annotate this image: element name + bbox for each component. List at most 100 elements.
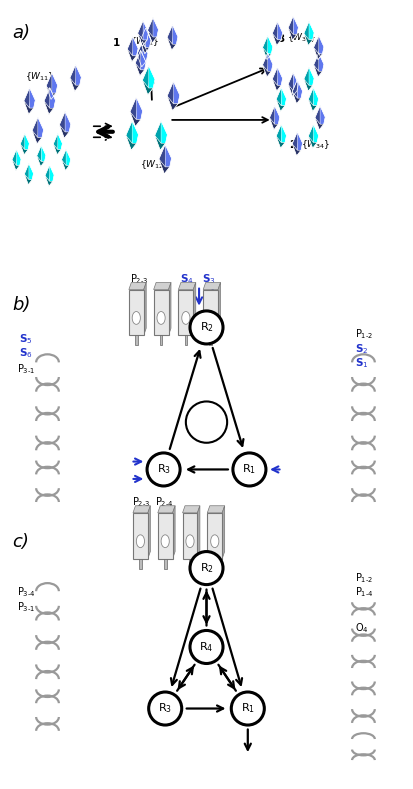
Polygon shape	[275, 106, 280, 124]
Text: P$_{2\text{-}4}$: P$_{2\text{-}4}$	[155, 495, 173, 509]
Polygon shape	[132, 121, 138, 144]
Polygon shape	[25, 133, 29, 150]
Text: R$_4$: R$_4$	[199, 640, 214, 654]
Polygon shape	[167, 81, 174, 104]
Polygon shape	[41, 145, 46, 162]
Polygon shape	[45, 176, 53, 186]
Text: a): a)	[12, 24, 31, 42]
Polygon shape	[276, 124, 282, 143]
Polygon shape	[141, 50, 146, 70]
Polygon shape	[46, 73, 53, 93]
Polygon shape	[59, 111, 66, 132]
Polygon shape	[288, 73, 294, 91]
Polygon shape	[268, 53, 273, 71]
Bar	[189, 559, 191, 569]
Polygon shape	[308, 99, 317, 111]
Polygon shape	[320, 106, 325, 124]
Polygon shape	[70, 65, 76, 85]
Ellipse shape	[186, 535, 194, 548]
Text: S$_2$: S$_2$	[355, 342, 368, 356]
Text: $\mathbf{3}$: $\mathbf{3}$	[277, 32, 285, 43]
Polygon shape	[135, 63, 145, 76]
Polygon shape	[272, 21, 278, 39]
Polygon shape	[24, 88, 31, 108]
Polygon shape	[147, 30, 157, 43]
Polygon shape	[45, 165, 50, 181]
Bar	[203, 290, 218, 335]
Polygon shape	[20, 133, 26, 150]
Polygon shape	[32, 130, 42, 144]
Polygon shape	[50, 88, 55, 108]
Ellipse shape	[233, 453, 266, 486]
Polygon shape	[292, 92, 301, 104]
Polygon shape	[142, 65, 150, 88]
Text: S$_1$: S$_1$	[355, 356, 369, 370]
Text: P$_{3\text{-}1}$: P$_{3\text{-}1}$	[17, 362, 35, 376]
Polygon shape	[308, 88, 314, 106]
Bar	[154, 290, 169, 335]
Text: $\mathbf{1}$: $\mathbf{1}$	[112, 36, 120, 47]
Polygon shape	[313, 88, 318, 106]
Ellipse shape	[211, 535, 219, 548]
Polygon shape	[319, 53, 324, 71]
Polygon shape	[272, 67, 278, 85]
Polygon shape	[53, 144, 61, 155]
Polygon shape	[281, 88, 287, 106]
Polygon shape	[167, 96, 178, 110]
Polygon shape	[304, 21, 310, 39]
Polygon shape	[50, 165, 54, 181]
Polygon shape	[17, 149, 21, 166]
Text: R$_3$: R$_3$	[157, 462, 171, 477]
Polygon shape	[130, 112, 141, 126]
Polygon shape	[29, 163, 33, 180]
Polygon shape	[173, 81, 180, 104]
Text: b): b)	[12, 296, 31, 314]
Polygon shape	[288, 16, 294, 35]
Polygon shape	[276, 88, 282, 106]
Polygon shape	[292, 144, 301, 156]
Polygon shape	[76, 65, 81, 85]
Polygon shape	[65, 111, 71, 132]
Ellipse shape	[206, 312, 215, 324]
Text: R$_2$: R$_2$	[199, 320, 214, 335]
Polygon shape	[133, 36, 138, 56]
Polygon shape	[297, 80, 303, 98]
Polygon shape	[173, 506, 175, 559]
Polygon shape	[183, 506, 200, 513]
Text: $\{W_{34}\}$: $\{W_{34}\}$	[301, 138, 330, 151]
Polygon shape	[127, 36, 133, 56]
Text: P$_{1\text{-}2}$: P$_{1\text{-}2}$	[355, 327, 373, 342]
Polygon shape	[52, 73, 58, 93]
Polygon shape	[158, 506, 175, 513]
Polygon shape	[159, 144, 166, 167]
Polygon shape	[12, 149, 17, 166]
Polygon shape	[313, 124, 318, 143]
Polygon shape	[308, 136, 317, 148]
Polygon shape	[313, 65, 323, 77]
Bar	[214, 559, 216, 569]
Polygon shape	[178, 282, 196, 290]
Polygon shape	[30, 88, 36, 108]
Bar	[178, 290, 193, 335]
Bar	[135, 335, 138, 346]
Polygon shape	[167, 38, 176, 50]
Polygon shape	[20, 144, 28, 155]
Polygon shape	[62, 160, 69, 170]
Polygon shape	[149, 65, 155, 88]
Polygon shape	[167, 24, 173, 44]
Text: $\{W_{22}\}$: $\{W_{22}\}$	[130, 36, 159, 48]
Ellipse shape	[132, 312, 140, 324]
Bar	[139, 559, 142, 569]
Polygon shape	[308, 124, 314, 143]
Polygon shape	[59, 125, 69, 138]
Bar	[129, 290, 144, 335]
Polygon shape	[44, 101, 54, 114]
Polygon shape	[145, 28, 151, 47]
Polygon shape	[70, 78, 80, 92]
Ellipse shape	[182, 312, 190, 324]
Polygon shape	[263, 65, 271, 77]
Bar	[207, 513, 222, 559]
Polygon shape	[269, 106, 275, 124]
Bar	[185, 335, 187, 346]
Ellipse shape	[190, 552, 223, 585]
